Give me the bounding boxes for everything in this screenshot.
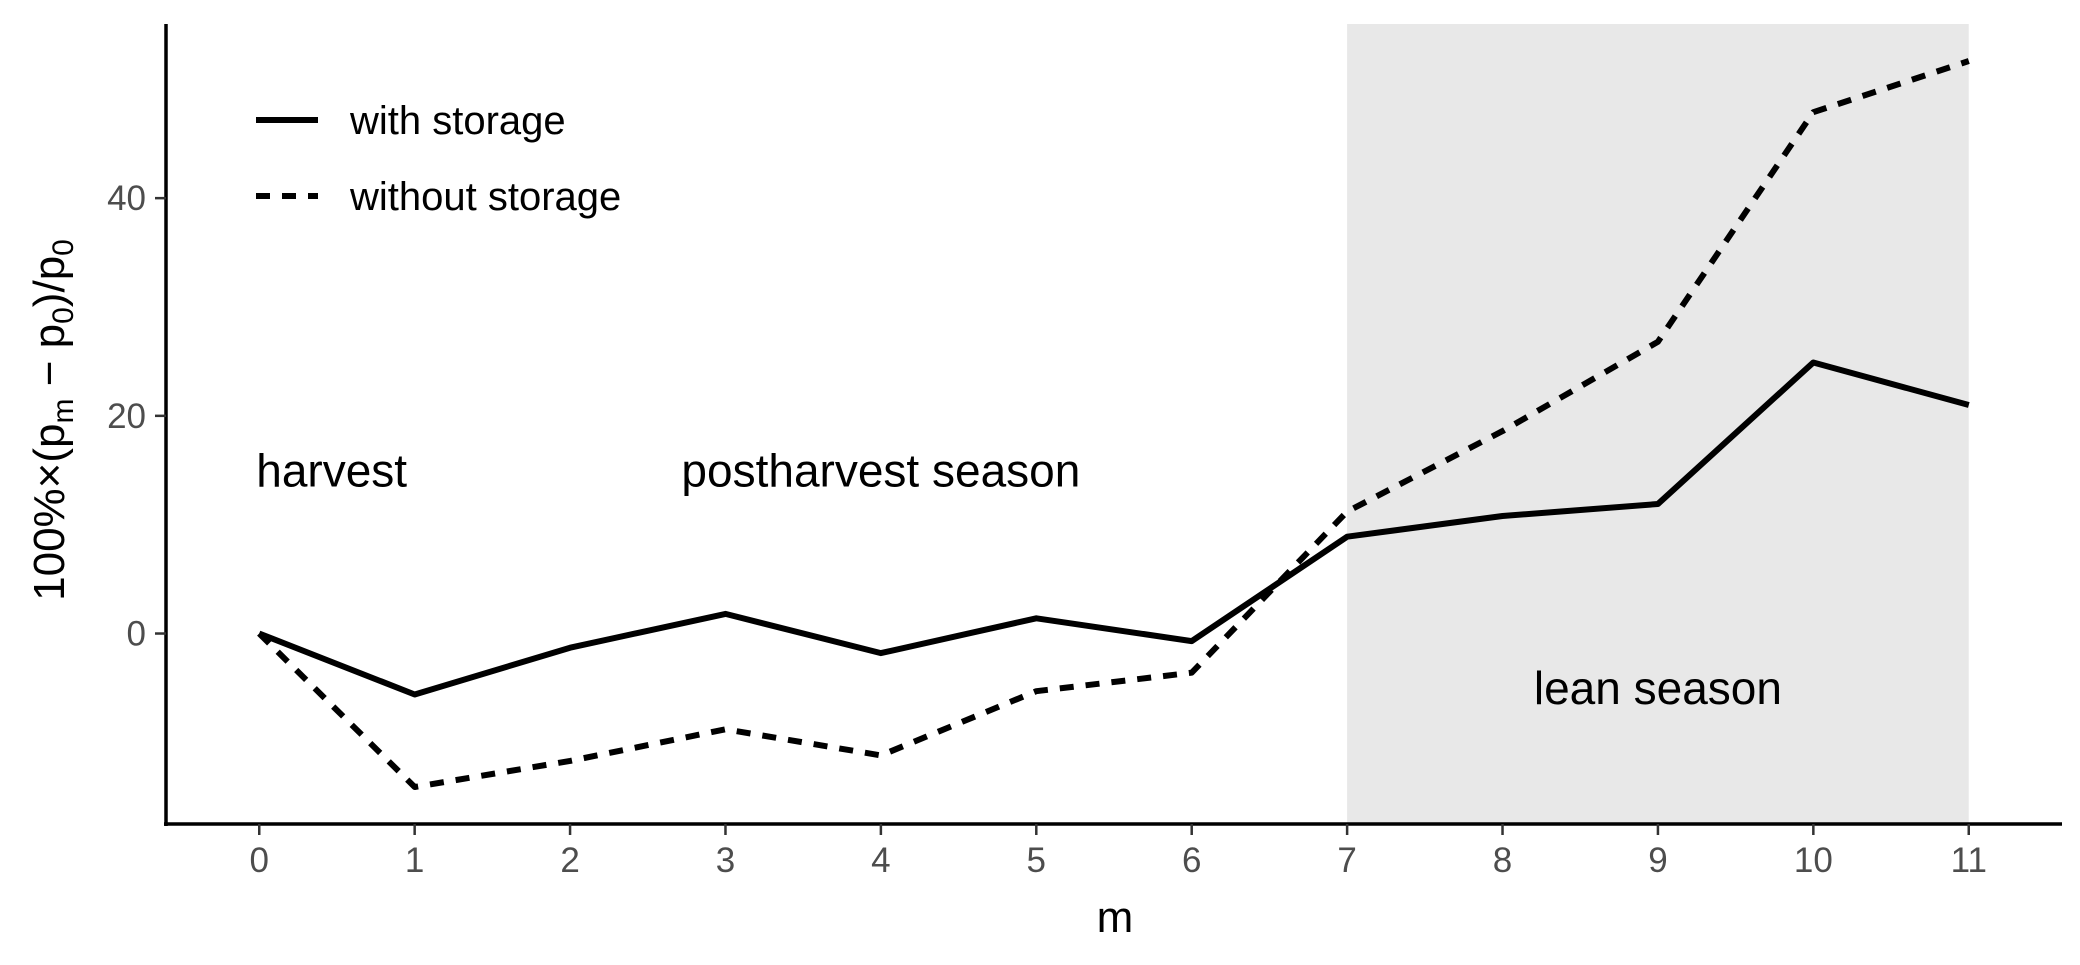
x-tick-label: 3 [716,841,735,880]
legend-label: without storage [349,175,621,219]
x-tick-label: 7 [1337,841,1356,880]
x-tick-label: 4 [871,841,890,880]
x-tick-label: 9 [1648,841,1667,880]
annotation-label: lean season [1534,662,1782,714]
y-title-sub-m: m [47,399,80,424]
series-line-with-storage [258,359,1970,698]
x-tick-label: 10 [1794,841,1833,880]
y-title-prefix: 100%×(p [25,424,74,601]
y-title-middle: − p [25,324,74,399]
x-axis-title: m [1097,893,1134,942]
x-tick-label: 6 [1182,841,1201,880]
axes-layer: 0 1 2 3 4 5 6 7 8 9 10 11 0 20 40 [107,24,2062,880]
x-tick-label: 5 [1027,841,1046,880]
y-title-close: )/p [25,256,74,307]
annotation-layer: harvest postharvest season lean season [256,444,1782,714]
y-title-sub-0b: 0 [47,239,80,256]
annotation-label: harvest [256,444,407,496]
legend-label: with storage [349,99,566,143]
series-layer [257,58,1970,790]
series-line-without-storage [257,58,1970,790]
lean-season-shade [1347,24,1969,824]
y-tick-label: 0 [127,615,146,654]
x-tick-label: 1 [405,841,424,880]
y-tick-label: 20 [107,397,146,436]
legend: with storage without storage [256,99,621,219]
y-title-sub-0a: 0 [47,307,80,324]
x-tick-label: 8 [1493,841,1512,880]
x-tick-label: 11 [1951,841,1987,880]
y-tick-label: 40 [107,179,146,218]
shade-layer [1347,24,1969,824]
x-tick-label: 0 [250,841,269,880]
y-axis-title: 100%×(pm − p0)/p0 [25,239,80,601]
x-tick-label: 2 [560,841,579,880]
annotation-label: postharvest season [681,444,1080,496]
